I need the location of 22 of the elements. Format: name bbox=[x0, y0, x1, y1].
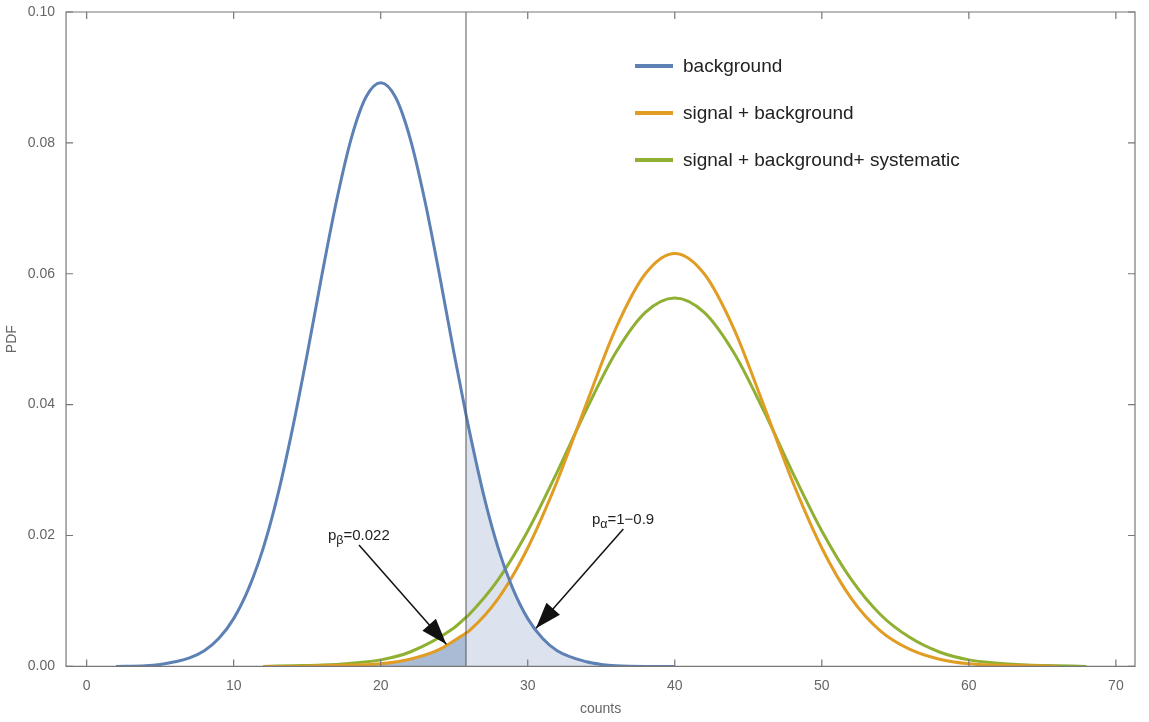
x-tick-label: 40 bbox=[666, 676, 683, 693]
y-tick-label: 0.02 bbox=[27, 526, 56, 543]
x-tick-label: 70 bbox=[1108, 676, 1124, 693]
legend-label: signal + background+ systematic bbox=[683, 148, 960, 171]
x-tick-label: 0 bbox=[82, 676, 91, 693]
y-tick-label: 0.00 bbox=[27, 657, 56, 674]
annotation: p$_{β}$=0.022 bbox=[326, 525, 391, 549]
legend-label: signal + background bbox=[683, 101, 854, 124]
x-tick-label: 50 bbox=[814, 676, 830, 693]
legend-label: background bbox=[683, 54, 783, 77]
y-tick-label: 0.06 bbox=[27, 264, 56, 281]
y-tick-label: 0.10 bbox=[27, 2, 56, 19]
x-tick-label: 60 bbox=[961, 676, 977, 693]
x-tick-label: 20 bbox=[372, 676, 389, 693]
x-tick-label: 10 bbox=[225, 676, 242, 693]
y-axis-title: PDF bbox=[3, 325, 20, 354]
y-tick-label: 0.08 bbox=[27, 133, 56, 150]
x-tick-label: 30 bbox=[519, 676, 536, 693]
line-series bbox=[114, 81, 677, 667]
y-tick-label: 0.04 bbox=[27, 395, 56, 412]
x-axis-title: counts bbox=[579, 700, 622, 717]
annotation: p$_{α}$=1−0.9 bbox=[590, 510, 656, 534]
